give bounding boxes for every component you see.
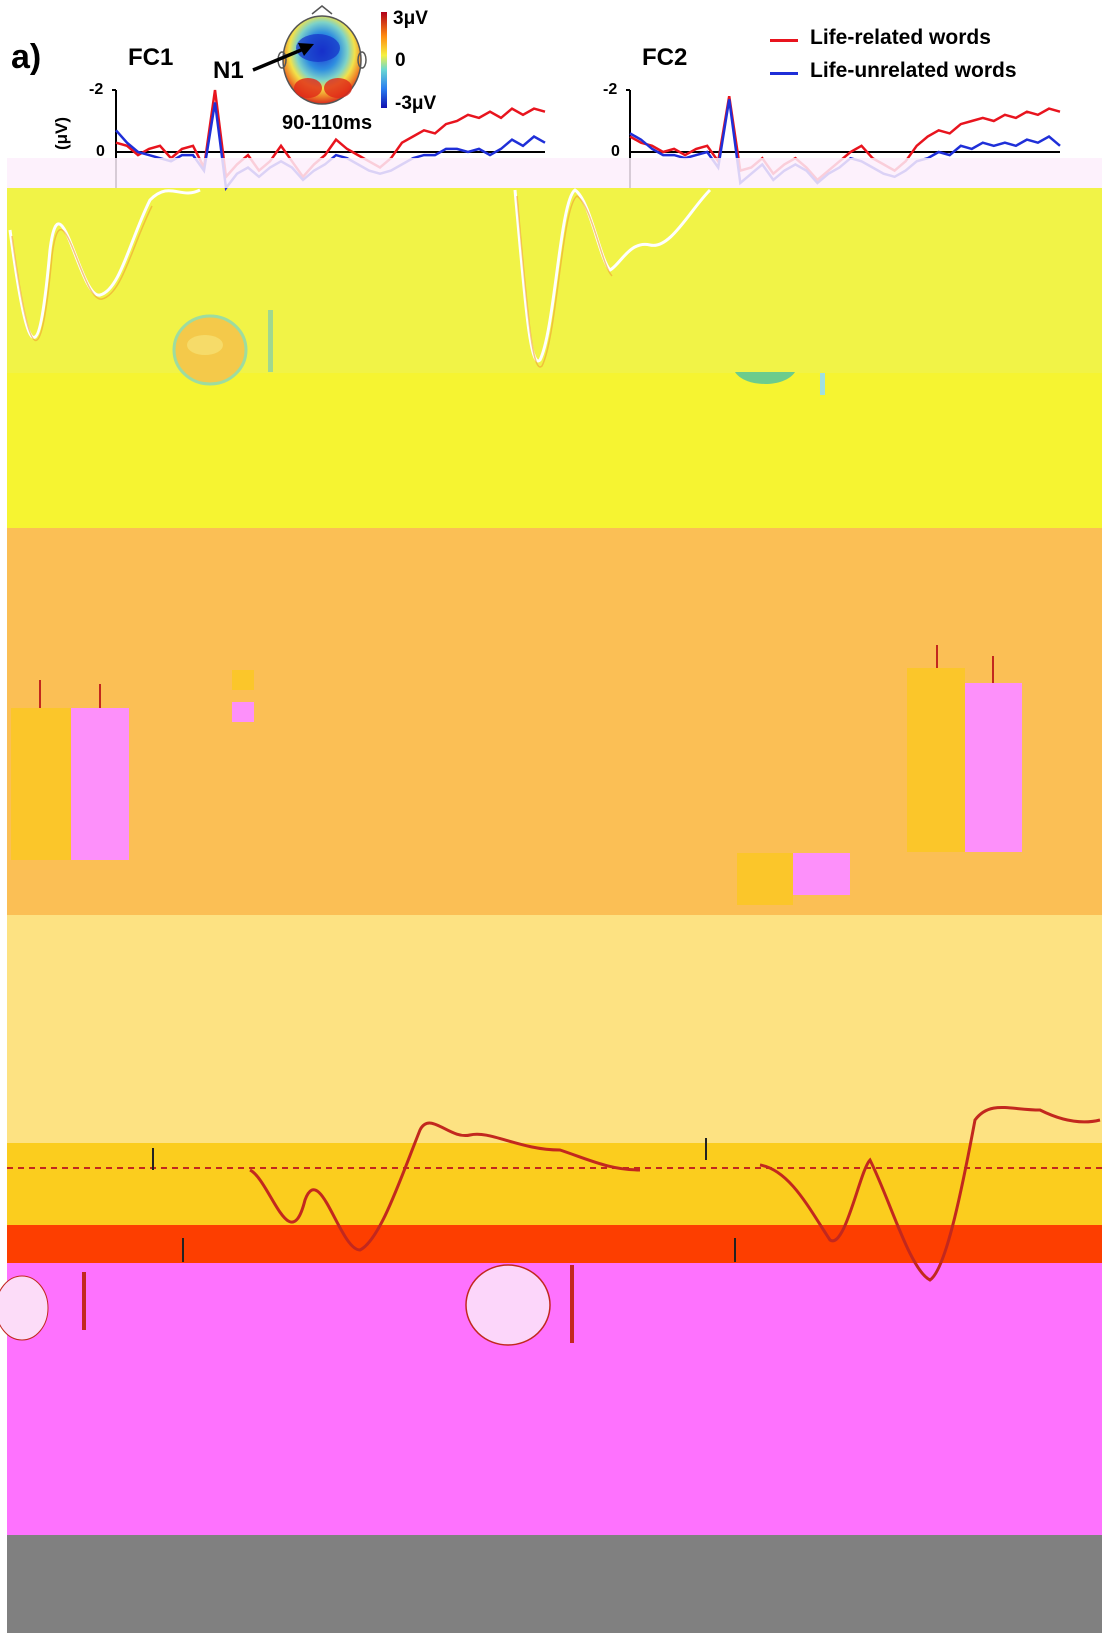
fc2-ytick-0: 0 [611, 143, 620, 160]
ghost-colorbar-magenta-2 [82, 1272, 86, 1330]
bar-group-left [11, 680, 129, 860]
pink-strip [7, 158, 1102, 188]
n1-label: N1 [213, 57, 244, 84]
ghost-topomap-right [735, 372, 795, 384]
bar-group-mid [737, 853, 850, 905]
band-gray [7, 1535, 1102, 1633]
garble-trace-1 [249, 1121, 641, 1252]
ghost-trace-left [8, 188, 201, 339]
legend-line-related [770, 39, 798, 42]
ghost-colorbar-magenta [570, 1265, 574, 1343]
band-red-orange [7, 1225, 1102, 1263]
legend-label-unrelated: Life-unrelated words [810, 59, 1017, 82]
fc1-lines-series-related [115, 89, 546, 180]
legend-label-related: Life-related words [810, 26, 991, 49]
ghost-trace-left-2 [11, 205, 153, 341]
legend-swatch-pink [232, 702, 254, 722]
fc2-lines-series-related [629, 95, 1061, 182]
fc1-title: FC1 [128, 44, 174, 71]
legend-line-unrelated [770, 72, 798, 75]
colorbar-max: 3μV [393, 8, 428, 29]
garble-trace-2 [759, 1106, 1101, 1282]
gray-notch [638, 1525, 646, 1535]
bar-group-right [907, 645, 1022, 852]
topomap-window: 90-110ms [282, 112, 373, 134]
fc1-ytick-minus2: -2 [89, 81, 104, 98]
ghost-topomap-magenta-1 [0, 1275, 49, 1341]
band-light-orange [7, 915, 1102, 1143]
colorbar-min: -3μV [395, 93, 437, 114]
band-yellow-2 [7, 373, 1102, 528]
colorbar [381, 12, 387, 108]
band-deep-yellow [7, 1143, 1102, 1225]
fc2-title: FC2 [642, 44, 688, 71]
n1-topomap [277, 5, 367, 105]
ghost-topomap-left [172, 314, 248, 386]
legend-swatch-orange [232, 670, 254, 690]
fc1-ytick-0: 0 [96, 143, 105, 160]
ghost-trace-mid-2 [516, 195, 613, 368]
ghost-topomap-magenta-2 [465, 1264, 551, 1346]
n1-arrow [252, 43, 314, 72]
fc2-ytick-minus2: -2 [603, 81, 618, 98]
fc1-ylabel: (μV) [52, 116, 71, 150]
panel-label: a) [11, 38, 42, 76]
ghost-colorbar-left [268, 310, 273, 372]
ghost-colorbar-right [820, 373, 825, 395]
band-magenta [7, 1263, 1102, 1535]
colorbar-mid: 0 [395, 50, 406, 71]
